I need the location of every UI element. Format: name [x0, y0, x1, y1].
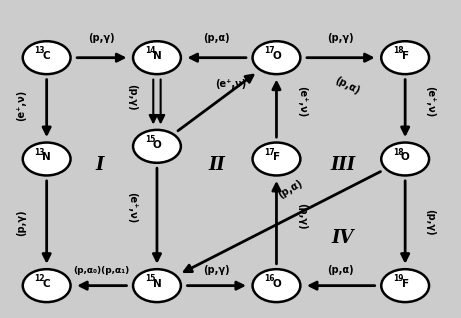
Circle shape	[253, 142, 301, 176]
Text: 13: 13	[35, 46, 45, 55]
Circle shape	[253, 269, 301, 302]
Text: 18: 18	[393, 148, 403, 156]
Text: 14: 14	[145, 46, 155, 55]
Text: 17: 17	[264, 46, 275, 55]
Text: F: F	[402, 51, 409, 61]
Text: (p,γ): (p,γ)	[89, 33, 115, 44]
Text: C: C	[43, 279, 50, 289]
Text: (p,α): (p,α)	[276, 178, 304, 200]
Text: O: O	[153, 140, 161, 150]
Text: III: III	[331, 156, 356, 174]
Text: (p,γ): (p,γ)	[127, 84, 136, 111]
Text: N: N	[153, 279, 161, 289]
Text: 19: 19	[393, 274, 403, 283]
Circle shape	[23, 269, 71, 302]
Circle shape	[381, 41, 429, 74]
Text: (e⁺,ν): (e⁺,ν)	[127, 192, 136, 224]
Text: O: O	[272, 279, 281, 289]
Circle shape	[253, 41, 301, 74]
Circle shape	[133, 269, 181, 302]
Text: (e⁺,ν): (e⁺,ν)	[17, 90, 26, 121]
Circle shape	[381, 142, 429, 176]
Text: (e⁺,ν): (e⁺,ν)	[426, 86, 436, 118]
Text: II: II	[208, 156, 225, 174]
Text: (p,α): (p,α)	[327, 265, 354, 274]
Text: N: N	[42, 152, 51, 162]
Text: (p,α): (p,α)	[334, 75, 362, 96]
Text: (p,γ): (p,γ)	[297, 203, 307, 229]
Text: 15: 15	[145, 274, 155, 283]
Text: 12: 12	[35, 274, 45, 283]
Text: (p,γ): (p,γ)	[17, 209, 26, 236]
Text: (p,α₀)(p,α₁): (p,α₀)(p,α₁)	[74, 266, 130, 274]
Text: O: O	[272, 51, 281, 61]
Text: (p,α): (p,α)	[203, 33, 230, 44]
Text: (p,γ): (p,γ)	[426, 209, 436, 236]
Circle shape	[133, 130, 181, 163]
Text: F: F	[402, 279, 409, 289]
Text: IV: IV	[332, 229, 355, 247]
Text: (e⁺,ν): (e⁺,ν)	[215, 80, 246, 89]
Text: (e⁺,ν): (e⁺,ν)	[297, 86, 307, 118]
Text: 18: 18	[393, 46, 403, 55]
Text: (p,γ): (p,γ)	[327, 33, 354, 44]
Text: C: C	[43, 51, 50, 61]
Text: F: F	[273, 152, 280, 162]
Text: I: I	[95, 156, 104, 174]
Circle shape	[23, 142, 71, 176]
Text: 13: 13	[35, 148, 45, 156]
Circle shape	[23, 41, 71, 74]
Text: O: O	[401, 152, 409, 162]
Text: 17: 17	[264, 148, 275, 156]
Text: (p,γ): (p,γ)	[203, 265, 230, 274]
Text: 16: 16	[264, 274, 275, 283]
Text: 15: 15	[145, 135, 155, 144]
Circle shape	[133, 41, 181, 74]
Text: N: N	[153, 51, 161, 61]
Circle shape	[381, 269, 429, 302]
